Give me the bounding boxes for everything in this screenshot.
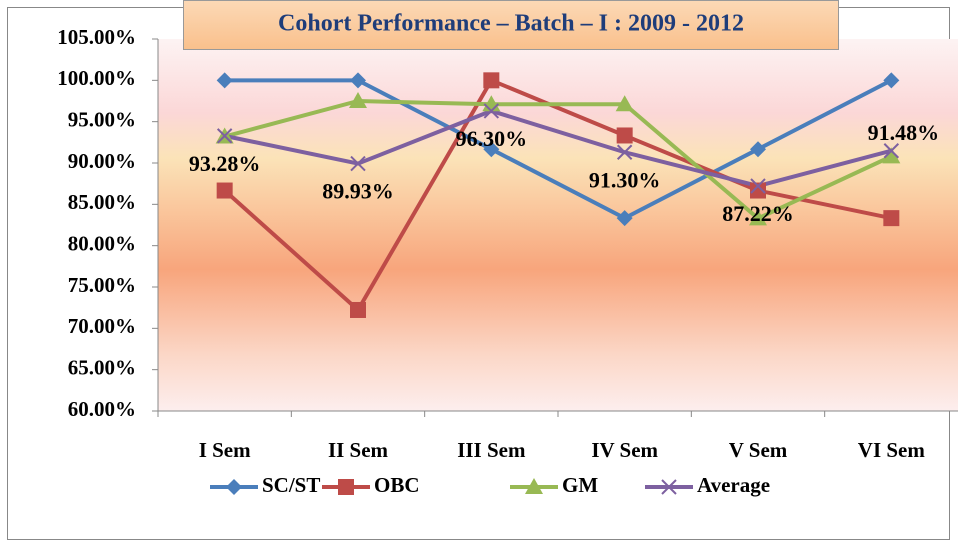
y-tick-label: 65.00% xyxy=(68,355,136,379)
marker xyxy=(883,210,900,227)
marker xyxy=(483,141,500,158)
y-tick-label: 100.00% xyxy=(57,66,136,90)
x-tick-label: V Sem xyxy=(729,438,788,462)
legend-marker xyxy=(226,479,242,495)
data-label: 93.28% xyxy=(189,151,261,176)
marker xyxy=(616,144,633,160)
marker xyxy=(616,127,633,144)
marker xyxy=(483,72,500,89)
marker xyxy=(883,72,900,89)
marker xyxy=(483,103,500,119)
data-label: 91.48% xyxy=(868,120,940,145)
marker xyxy=(883,143,900,159)
legend-marker xyxy=(338,479,354,495)
legend-label: SC/ST xyxy=(262,473,320,497)
legend-label: GM xyxy=(562,473,598,497)
marker xyxy=(750,182,766,199)
x-tick-label: II Sem xyxy=(328,438,389,462)
y-tick-label: 90.00% xyxy=(68,149,136,173)
marker xyxy=(349,92,367,108)
x-tick-label: III Sem xyxy=(457,438,526,462)
marker xyxy=(882,147,901,164)
marker xyxy=(216,182,233,199)
legend-label: OBC xyxy=(374,473,420,497)
marker xyxy=(216,72,233,89)
y-tick-label: 105.00% xyxy=(57,25,136,49)
y-tick-label: 75.00% xyxy=(68,273,136,297)
y-tick-label: 70.00% xyxy=(68,314,136,338)
y-tick-label: 95.00% xyxy=(68,107,136,131)
data-label: 89.93% xyxy=(322,179,394,204)
series-line xyxy=(223,77,892,314)
data-label: 96.30% xyxy=(456,126,528,151)
marker xyxy=(350,301,366,318)
y-tick-label: 60.00% xyxy=(68,397,136,421)
x-tick-label: I Sem xyxy=(199,438,251,462)
y-tick-label: 80.00% xyxy=(68,231,136,255)
marker xyxy=(350,155,366,172)
series-line xyxy=(224,98,893,221)
x-tick-label: IV Sem xyxy=(591,438,658,462)
plot-area xyxy=(158,39,958,411)
marker xyxy=(749,209,767,226)
series-line xyxy=(224,78,893,221)
legend-label: Average xyxy=(697,473,770,497)
marker xyxy=(216,128,233,144)
legend-marker xyxy=(661,479,677,495)
marker xyxy=(750,141,766,158)
marker xyxy=(615,95,634,112)
chart-title: Cohort Performance – Batch – I : 2009 - … xyxy=(278,11,744,37)
y-tick-label: 85.00% xyxy=(68,190,136,214)
x-tick-label: VI Sem xyxy=(858,438,926,462)
series-line xyxy=(224,108,892,189)
data-label: 91.30% xyxy=(589,167,661,192)
legend-marker xyxy=(525,478,543,494)
title-box xyxy=(183,0,839,50)
marker xyxy=(350,72,366,89)
marker xyxy=(616,210,633,227)
marker xyxy=(750,178,766,194)
data-label: 87.22% xyxy=(722,201,794,226)
